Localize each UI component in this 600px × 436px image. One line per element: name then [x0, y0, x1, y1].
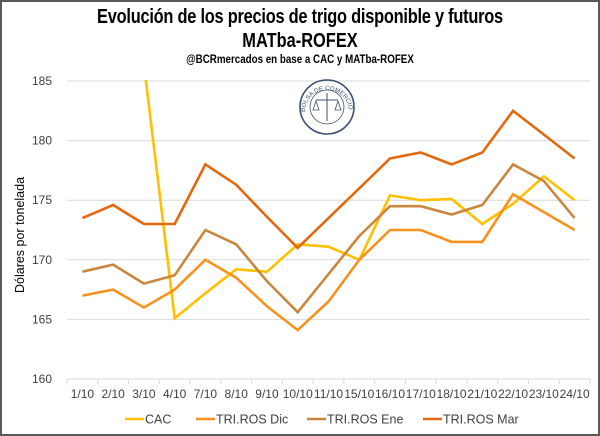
legend-label: TRI.ROS Mar — [443, 413, 519, 427]
x-tick-label: 22/10 — [498, 387, 528, 401]
x-tick-label: 2/10 — [101, 387, 125, 401]
y-tick-label: 170 — [32, 253, 52, 267]
legend-label: CAC — [145, 413, 171, 427]
y-tick-label: 185 — [32, 74, 52, 88]
x-tick-label: 18/10 — [437, 387, 467, 401]
legend-item: TRI.ROS Mar — [423, 413, 519, 427]
series-line-tri-ros-dic — [82, 192, 576, 332]
y-tick-label: 180 — [32, 134, 52, 148]
legend: CAC TRI.ROS Dic TRI.ROS Ene TRI.ROS Mar — [125, 413, 519, 427]
legend-item: TRI.ROS Dic — [196, 413, 288, 427]
x-tick-label: 4/10 — [163, 387, 187, 401]
scale-pans-icon — [312, 99, 342, 111]
chart-subtitle: @BCRmercados en base a CAC y MATba-ROFEX — [186, 54, 414, 66]
x-tick-label: 9/10 — [255, 387, 279, 401]
y-axis-label: Dólares por tonelada — [13, 177, 27, 293]
legend-item: TRI.ROS Ene — [307, 413, 403, 427]
x-tick-label: 7/10 — [194, 387, 218, 401]
chart-title-line-2: MATba-ROFEX — [242, 30, 358, 52]
x-tick-label: 16/10 — [375, 387, 405, 401]
legend-label: TRI.ROS Ene — [327, 413, 403, 427]
series-tri-ros-dic — [82, 192, 576, 332]
seal-outer-ring — [299, 79, 355, 135]
y-tick-label: 160 — [32, 372, 52, 386]
x-tick-label: 1/10 — [71, 387, 95, 401]
legend-item: CAC — [125, 413, 171, 427]
x-tick-label: 8/10 — [225, 387, 249, 401]
x-tick-label: 17/10 — [406, 387, 436, 401]
y-tick-label: 165 — [32, 312, 52, 326]
series-line-cac — [144, 80, 576, 321]
series-tri-ros-ene — [82, 162, 576, 315]
x-tick-label: 3/10 — [132, 387, 156, 401]
series-cac — [144, 80, 576, 321]
gridlines — [67, 80, 590, 380]
chart-title-line-1: Evolución de los precios de trigo dispon… — [97, 6, 503, 28]
x-tick-label: 10/10 — [283, 387, 313, 401]
x-tick-label: 11/10 — [314, 387, 343, 401]
seal-text: BOLSA DE COMERCIO DE ROSARIO — [0, 0, 354, 112]
bcr-seal-watermark: BOLSA DE COMERCIO DE ROSARIO — [0, 0, 355, 135]
series-line-tri-ros-mar — [81, 108, 576, 250]
x-tick-label: 15/10 — [344, 387, 374, 401]
series-lines — [81, 80, 576, 332]
y-axis: 160 165 170 175 180 185 — [32, 74, 52, 386]
x-axis: 1/10 2/10 3/10 4/10 7/10 8/10 9/10 10/10 11/10 15… — [66, 379, 591, 401]
legend-label: TRI.ROS Dic — [216, 413, 288, 427]
x-tick-label: 21/10 — [467, 387, 497, 401]
seal-inner-ring — [309, 89, 345, 125]
series-line-tri-ros-ene — [82, 162, 576, 315]
series-tri-ros-mar — [81, 108, 576, 250]
y-tick-label: 175 — [32, 193, 52, 207]
x-tick-label: 24/10 — [560, 387, 590, 401]
x-tick-label: 23/10 — [529, 387, 559, 401]
seal-text-path: BOLSA DE COMERCIO DE ROSARIO — [0, 0, 354, 112]
